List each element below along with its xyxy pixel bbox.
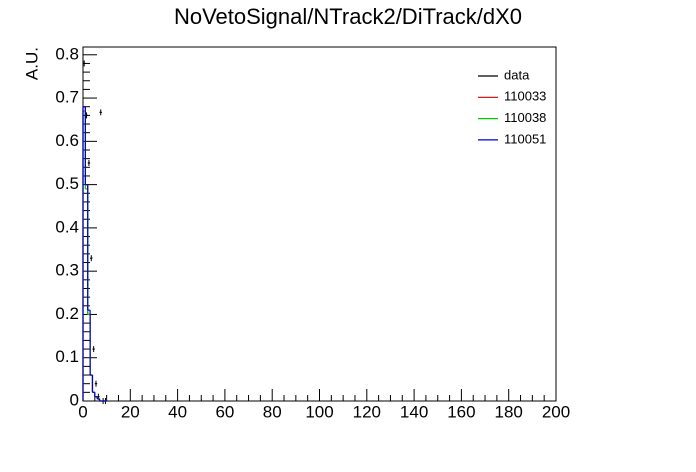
y-tick-label: 0.8 (55, 44, 79, 63)
x-tick-label: 60 (215, 402, 234, 421)
x-tick-label: 100 (305, 402, 333, 421)
x-tick-label: 120 (353, 402, 381, 421)
y-tick-label: 0.5 (55, 174, 79, 193)
x-tick-label: 180 (495, 402, 523, 421)
x-tick-label: 80 (263, 402, 282, 421)
legend-label: 110038 (504, 110, 546, 125)
legend-label: 110033 (504, 89, 546, 104)
x-tick-label: 160 (447, 402, 475, 421)
x-tick-label: 40 (168, 402, 187, 421)
x-tick-label: 20 (121, 402, 140, 421)
legend-label: 110051 (504, 131, 546, 146)
y-tick-label: 0 (70, 390, 79, 409)
x-tick-label: 200 (542, 402, 570, 421)
y-tick-label: 0.1 (55, 347, 79, 366)
y-axis-label: A.U. (22, 47, 41, 80)
legend-label: data (504, 67, 530, 82)
x-tick-label: 0 (78, 402, 87, 421)
y-tick-label: 0.2 (55, 304, 79, 323)
y-tick-label: 0.7 (55, 88, 79, 107)
y-tick-label: 0.4 (55, 217, 79, 236)
y-tick-label: 0.6 (55, 131, 79, 150)
x-tick-label: 140 (400, 402, 428, 421)
y-tick-label: 0.3 (55, 261, 79, 280)
chart-title: NoVetoSignal/NTrack2/DiTrack/dX0 (174, 4, 522, 29)
